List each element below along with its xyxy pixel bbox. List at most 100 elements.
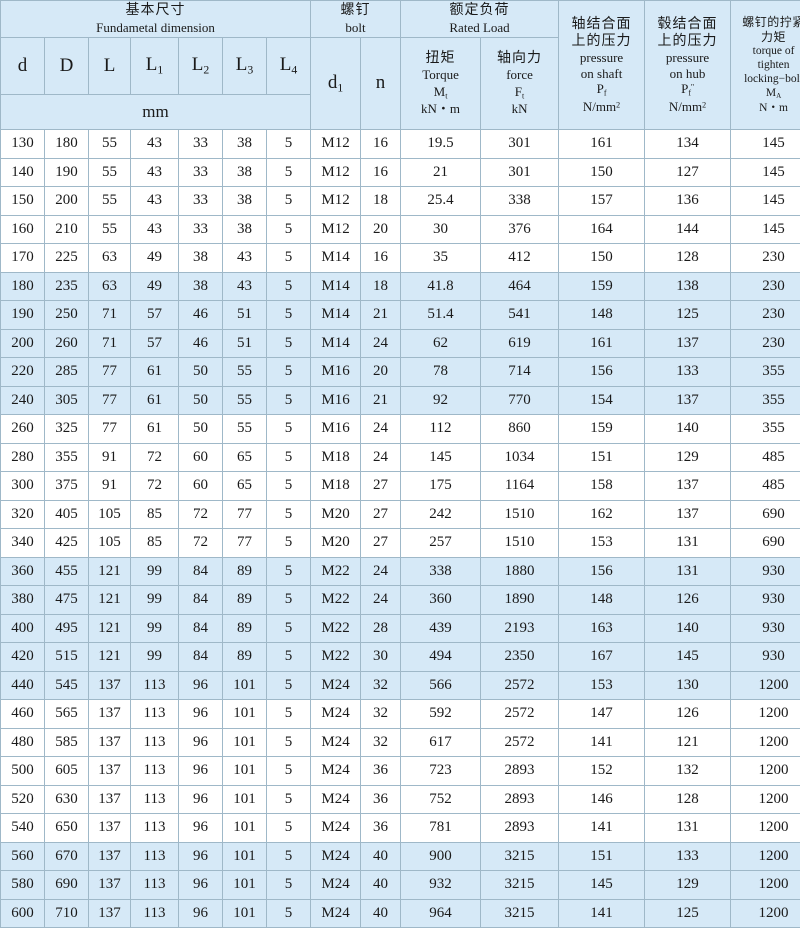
- cell-force-ft-kn: 770: [480, 385, 560, 415]
- cell-n: 32: [360, 699, 402, 729]
- cell-l: 71: [88, 300, 131, 330]
- cell-torque-of-tighten-locking-bolt-ma-n-m: 145: [730, 186, 800, 216]
- cell-d: 340: [0, 528, 45, 558]
- cell-d1: M16: [310, 385, 362, 415]
- group-fundamental-cn: 基本尺寸: [125, 3, 186, 19]
- table-row: 600 710 137 113 96 101 5 M24 40 964 3215 141 125 1200…: [0, 898, 800, 928]
- cell-pressure-on-shaft-pf-n-mm2: 158: [558, 471, 646, 501]
- cell-d1: M12: [310, 214, 362, 244]
- force-cn: 轴向力: [497, 50, 543, 66]
- cell-l: 137: [88, 784, 131, 814]
- cell-torque-of-tighten-locking-bolt-ma-n-m: 355: [730, 357, 800, 387]
- cell-l2: 96: [178, 813, 223, 843]
- table-row: 520 630 137 113 96 101 5 M24 36 752 2893 146 128 1200…: [0, 784, 800, 814]
- cell-pressure-on-hub-pf-n-mm2: 137: [644, 385, 732, 415]
- cell-l2: 96: [178, 756, 223, 786]
- table-row: 240305776150555M16219277015413735513.8: [0, 385, 800, 415]
- cell-torque-mt-kn-m: 338: [400, 556, 482, 586]
- cell-l4: 5: [265, 271, 312, 301]
- cell-l: 137: [88, 841, 131, 871]
- table-row: 280355917260655M1824145103415112948522.2: [0, 442, 800, 472]
- cell-l3: 89: [222, 585, 267, 615]
- cell-l1: 113: [130, 841, 179, 871]
- cell-l3: 101: [222, 841, 267, 871]
- cell-d1: M24: [310, 699, 362, 729]
- cell-force-ft-kn: 1510: [480, 499, 560, 529]
- table-row: 460 565 137 113 96 101 5 M24 32 592 2572 147 126 1200…: [0, 699, 800, 729]
- cell-force-ft-kn: 301: [480, 129, 560, 159]
- cell-d: 670: [44, 841, 89, 871]
- table-row: 500 605 137 113 96 101 5 M24 36 723 2893 152 132 1200…: [0, 756, 800, 786]
- cell-pressure-on-shaft-pf-n-mm2: 145: [558, 870, 646, 900]
- cell-n: 21: [360, 300, 402, 330]
- cell-torque-of-tighten-locking-bolt-ma-n-m: 145: [730, 129, 800, 159]
- cell-torque-of-tighten-locking-bolt-ma-n-m: 485: [730, 471, 800, 501]
- cell-d: 600: [0, 898, 45, 928]
- cell-pressure-on-hub-pf-n-mm2: 131: [644, 528, 732, 558]
- cell-torque-mt-kn-m: 932: [400, 870, 482, 900]
- cell-pressure-on-shaft-pf-n-mm2: 157: [558, 186, 646, 216]
- cell-d: 160: [0, 214, 45, 244]
- cell-l1: 57: [130, 328, 179, 358]
- cell-l1: 61: [130, 414, 179, 444]
- locking-bolt-unit: N・m: [759, 101, 788, 114]
- cell-l1: 49: [130, 271, 179, 301]
- symbol-L4: L4: [265, 37, 312, 95]
- cell-d: 220: [0, 357, 45, 387]
- cell-d1: M24: [310, 670, 362, 700]
- cell-l: 137: [88, 813, 131, 843]
- cell-l4: 5: [265, 813, 312, 843]
- table-row: 200260715746515M14246261916113723010: [0, 328, 800, 358]
- cell-l2: 46: [178, 300, 223, 330]
- pressure-hub-symbol: Pf'': [681, 81, 694, 98]
- cell-d: 605: [44, 756, 89, 786]
- cell-pressure-on-hub-pf-n-mm2: 145: [644, 642, 732, 672]
- cell-pressure-on-shaft-pf-n-mm2: 146: [558, 784, 646, 814]
- cell-pressure-on-shaft-pf-n-mm2: 150: [558, 157, 646, 187]
- cell-l: 137: [88, 870, 131, 900]
- cell-l: 77: [88, 357, 131, 387]
- cell-n: 24: [360, 442, 402, 472]
- cell-d: 475: [44, 585, 89, 615]
- table-row: 480 585 137 113 96 101 5 M24 32 617 2572 141 121 1200…: [0, 727, 800, 757]
- cell-l1: 61: [130, 357, 179, 387]
- cell-force-ft-kn: 619: [480, 328, 560, 358]
- cell-d: 545: [44, 670, 89, 700]
- cell-l: 121: [88, 585, 131, 615]
- cell-d: 130: [0, 129, 45, 159]
- cell-n: 27: [360, 471, 402, 501]
- cell-pressure-on-shaft-pf-n-mm2: 150: [558, 243, 646, 273]
- cell-torque-of-tighten-locking-bolt-ma-n-m: 1200: [730, 784, 800, 814]
- cell-n: 24: [360, 585, 402, 615]
- cell-pressure-on-hub-pf-n-mm2: 144: [644, 214, 732, 244]
- cell-l4: 5: [265, 442, 312, 472]
- cell-l1: 43: [130, 186, 179, 216]
- cell-l: 55: [88, 186, 131, 216]
- table-row: 3404251058572775M2027257151015313169035.…: [0, 528, 800, 558]
- cell-force-ft-kn: 1890: [480, 585, 560, 615]
- header-symbol-row: d D L L1 L2 L3 L4 d1 n 扭矩 Torque Mt kN・m…: [0, 37, 800, 130]
- cell-pressure-on-hub-pf-n-mm2: 127: [644, 157, 732, 187]
- cell-d1: M24: [310, 813, 362, 843]
- cell-d: 180: [0, 271, 45, 301]
- cell-torque-mt-kn-m: 617: [400, 727, 482, 757]
- cell-l: 137: [88, 670, 131, 700]
- cell-force-ft-kn: 541: [480, 300, 560, 330]
- cell-d: 585: [44, 727, 89, 757]
- group-rated-load: 额定负荷 Rated Load: [400, 0, 560, 38]
- cell-d: 650: [44, 813, 89, 843]
- cell-torque-of-tighten-locking-bolt-ma-n-m: 1200: [730, 756, 800, 786]
- table-row: 220285776150555M16207871415613335512.7: [0, 357, 800, 387]
- cell-l4: 5: [265, 414, 312, 444]
- pressure-hub-en1: pressure: [665, 49, 710, 65]
- cell-l1: 99: [130, 585, 179, 615]
- cell-n: 21: [360, 385, 402, 415]
- cell-l2: 84: [178, 585, 223, 615]
- cell-torque-mt-kn-m: 175: [400, 471, 482, 501]
- cell-d1: M16: [310, 357, 362, 387]
- cell-d1: M20: [310, 528, 362, 558]
- cell-l: 77: [88, 385, 131, 415]
- cell-n: 16: [360, 243, 402, 273]
- table-row: 4004951219984895M2228439219316314093053.…: [0, 613, 800, 643]
